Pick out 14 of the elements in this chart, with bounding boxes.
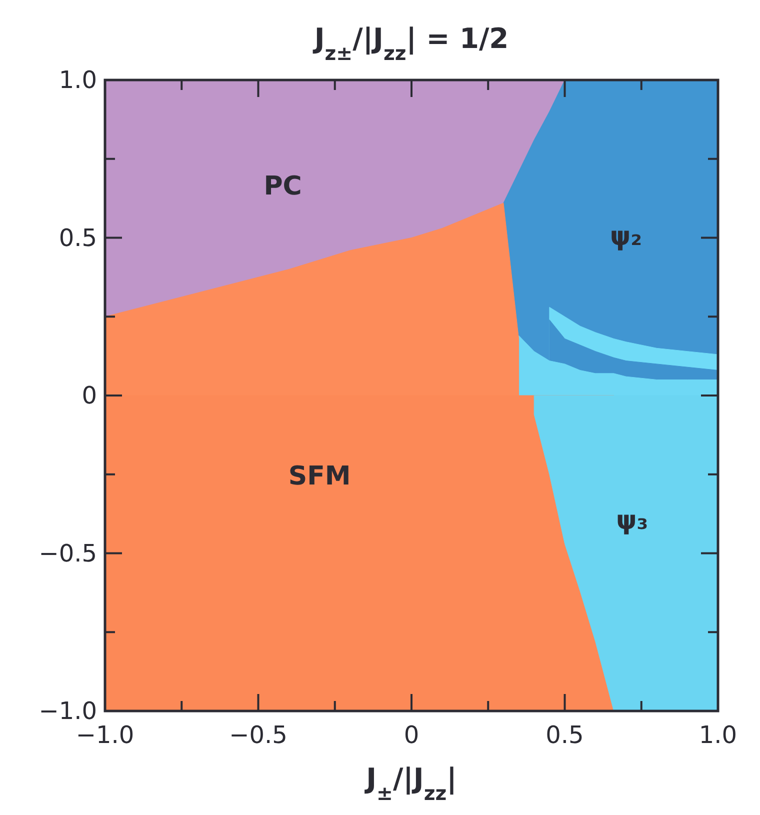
- y-tick-label: 0.5: [58, 224, 97, 252]
- x-tick-label: 1.0: [698, 721, 738, 749]
- y-tick-label: −0.5: [38, 539, 97, 568]
- x-tick-label: −0.5: [229, 721, 288, 749]
- y-tick-label: 0: [82, 382, 97, 410]
- annotation: ψ₃: [616, 506, 648, 536]
- x-tick-label: 0: [404, 721, 420, 749]
- x-tick-label: 0.5: [546, 721, 584, 749]
- chart-title: J$_{z±}$/|J$_{zz}$| = 1/2: [312, 22, 509, 64]
- y-tick-label: 1.0: [58, 66, 97, 94]
- x-axis-title: J$_{±}$/|J$_{zz}$|: [364, 762, 457, 804]
- annotation: PC: [264, 171, 302, 202]
- annotation: ψ₂: [610, 222, 642, 252]
- annotation: SFM: [288, 462, 351, 492]
